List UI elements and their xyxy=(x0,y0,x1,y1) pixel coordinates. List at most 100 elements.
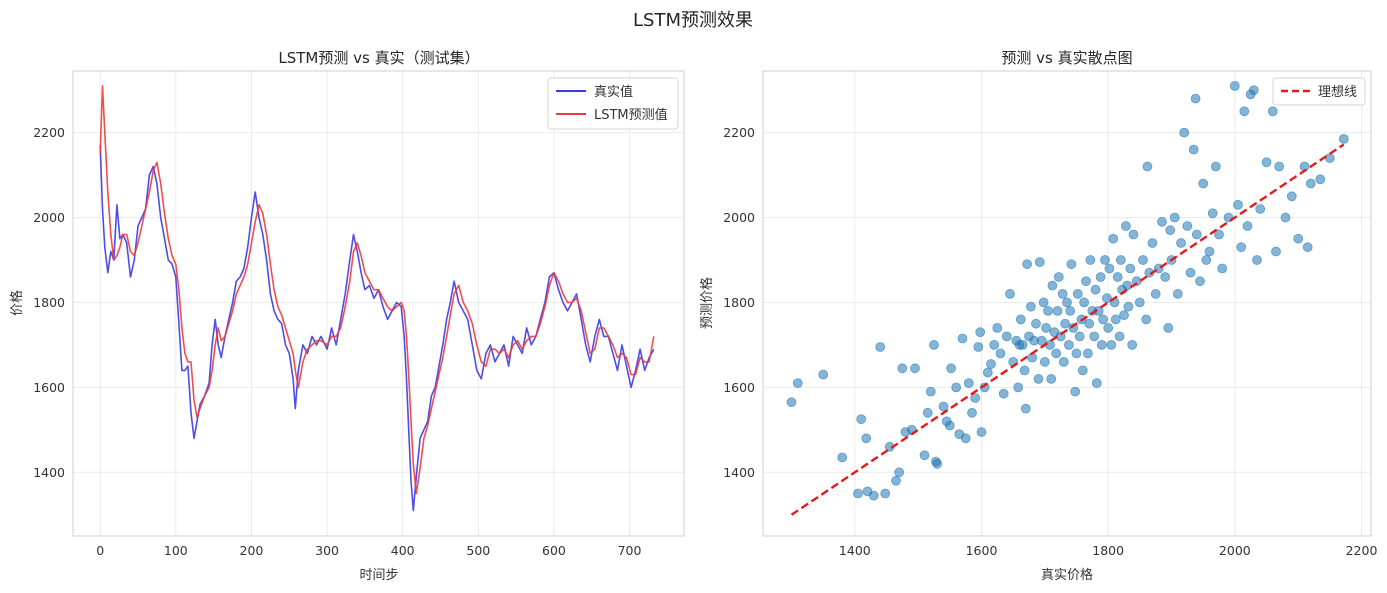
scatter-point xyxy=(1017,339,1028,350)
line-xtick-label: 500 xyxy=(466,543,490,558)
scatter-point xyxy=(1134,297,1145,308)
scatter-xtick-label: 2200 xyxy=(1346,543,1378,558)
line-chart-xlabel: 时间步 xyxy=(359,568,398,583)
scatter-point xyxy=(1141,314,1152,325)
scatter-point xyxy=(1169,212,1180,223)
scatter-point xyxy=(1191,229,1202,240)
line-xtick-label: 100 xyxy=(164,543,188,558)
scatter-point xyxy=(1085,255,1096,265)
scatter-point xyxy=(1188,144,1199,155)
scatter-point xyxy=(1046,373,1057,384)
line-ytick-label: 1800 xyxy=(33,295,65,310)
scatter-point xyxy=(1214,229,1224,240)
figure-title: LSTM预测效果 xyxy=(633,10,753,31)
scatter-point xyxy=(1013,382,1024,393)
scatter-point xyxy=(1190,93,1201,104)
scatter-point xyxy=(1305,178,1316,189)
line-chart-title: LSTM预测 vs 真实（测试集） xyxy=(278,49,479,67)
scatter-point xyxy=(1096,339,1107,350)
legend-label-ideal: 理想线 xyxy=(1318,84,1357,100)
scatter-chart-title: 预测 vs 真实散点图 xyxy=(1001,49,1132,67)
scatter-point xyxy=(1233,199,1243,210)
scatter-point xyxy=(1104,263,1115,274)
scatter-point xyxy=(792,378,803,389)
scatter-point xyxy=(1031,318,1041,329)
series-line-actual xyxy=(99,145,655,512)
scatter-point xyxy=(976,427,987,437)
scatter-point xyxy=(944,420,955,431)
scatter-point xyxy=(1053,272,1064,282)
scatter-point xyxy=(1079,297,1089,308)
scatter-point xyxy=(1089,331,1100,342)
scatter-point xyxy=(1115,255,1126,265)
line-chart-grid xyxy=(73,71,684,536)
scatter-point xyxy=(1274,161,1285,172)
line-xtick-label: 600 xyxy=(542,543,566,558)
scatter-legend-box xyxy=(1272,77,1366,106)
scatter-point xyxy=(897,363,908,374)
scatter-point xyxy=(1127,339,1138,350)
scatter-point xyxy=(1005,288,1015,299)
scatter-point xyxy=(1084,318,1095,329)
scatter-point xyxy=(1062,297,1072,308)
scatter-point xyxy=(1248,85,1259,95)
scatter-point xyxy=(925,386,936,397)
scatter-point xyxy=(1015,314,1026,325)
scatter-point xyxy=(880,488,891,499)
scatter-point xyxy=(1271,246,1281,257)
scatter-point xyxy=(1210,161,1221,172)
line-xtick-label: 200 xyxy=(240,543,264,558)
scatter-point xyxy=(1121,221,1131,231)
scatter-point xyxy=(1207,208,1218,219)
scatter-point xyxy=(1138,255,1148,265)
scatter-chart-points xyxy=(786,81,1349,501)
scatter-point xyxy=(1125,263,1136,274)
scatter-xtick-label: 1400 xyxy=(839,543,871,558)
scatter-point xyxy=(1098,314,1108,325)
scatter-point xyxy=(1074,331,1085,342)
scatter-point xyxy=(1001,331,1012,342)
scatter-chart-ylabel: 预测价格 xyxy=(699,277,715,329)
line-ytick-label: 1600 xyxy=(33,380,65,395)
legend-label-actual: 真实值 xyxy=(594,84,633,100)
scatter-point xyxy=(1064,339,1074,350)
scatter-point xyxy=(1252,255,1262,265)
scatter-point xyxy=(1201,255,1212,265)
scatter-point xyxy=(982,367,993,378)
scatter-point xyxy=(1095,272,1106,282)
scatter-point xyxy=(1122,280,1133,291)
scatter-point xyxy=(856,414,867,425)
scatter-point xyxy=(818,369,829,380)
line-chart-series xyxy=(99,85,655,512)
scatter-point xyxy=(932,458,943,469)
scatter-ytick-label: 1400 xyxy=(723,465,755,480)
scatter-point xyxy=(967,407,977,418)
line-xtick-label: 400 xyxy=(391,543,415,558)
scatter-point xyxy=(1058,356,1069,367)
scatter-point xyxy=(1106,339,1117,350)
scatter-point xyxy=(1110,314,1121,325)
scatter-point xyxy=(1066,259,1077,270)
scatter-chart-ideal-line xyxy=(790,143,1345,516)
scatter-point xyxy=(1070,386,1081,397)
scatter-point xyxy=(1114,331,1125,342)
scatter-point xyxy=(1315,174,1326,185)
scatter-xtick-label: 1800 xyxy=(1092,543,1124,558)
scatter-point xyxy=(1286,191,1297,202)
line-ytick-label: 1400 xyxy=(33,465,65,480)
scatter-point xyxy=(998,388,1009,399)
scatter-point xyxy=(1160,272,1171,282)
scatter-point xyxy=(929,339,939,350)
scatter-point xyxy=(1142,161,1153,172)
scatter-point xyxy=(938,401,949,412)
scatter-point xyxy=(1255,204,1266,214)
scatter-point xyxy=(1060,318,1070,329)
line-ytick-label: 2000 xyxy=(33,210,65,225)
scatter-point xyxy=(1204,246,1215,257)
scatter-point xyxy=(1057,288,1068,299)
scatter-ytick-label: 2200 xyxy=(723,125,755,140)
scatter-point xyxy=(1019,365,1030,376)
scatter-point xyxy=(1065,305,1076,316)
scatter-point xyxy=(1022,259,1032,270)
scatter-chart-frame xyxy=(762,70,1372,537)
